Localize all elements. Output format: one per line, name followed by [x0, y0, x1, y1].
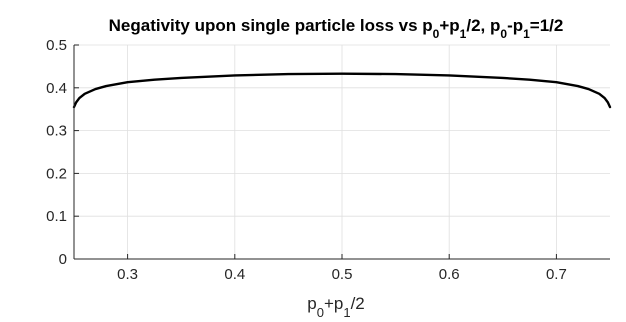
x-tick-label: 0.7 [546, 266, 567, 283]
x-tick-label: 0.4 [224, 266, 245, 283]
x-tick-label: 0.5 [332, 266, 353, 283]
data-series [72, 72, 612, 109]
axes [73, 44, 610, 260]
tick-labels: 0.3 0.4 0.5 0.6 0.7 0 0.1 0.2 0.3 0.4 0.5 [46, 37, 567, 283]
series-line [72, 72, 612, 109]
x-tick-label: 0.6 [439, 266, 460, 283]
y-tick-label: 0.4 [46, 80, 67, 97]
chart-title: Negativity upon single particle loss vs … [109, 16, 564, 41]
y-tick-label: 0.3 [46, 123, 67, 140]
y-tick-label: 0.5 [46, 37, 67, 54]
y-tick-label: 0.2 [46, 165, 67, 182]
y-tick-label: 0.1 [46, 208, 67, 225]
x-axis-label: p0+p1/2 [307, 294, 365, 320]
grid-lines [74, 44, 610, 259]
y-tick-label: 0 [59, 251, 67, 268]
x-tick-label: 0.3 [117, 266, 138, 283]
